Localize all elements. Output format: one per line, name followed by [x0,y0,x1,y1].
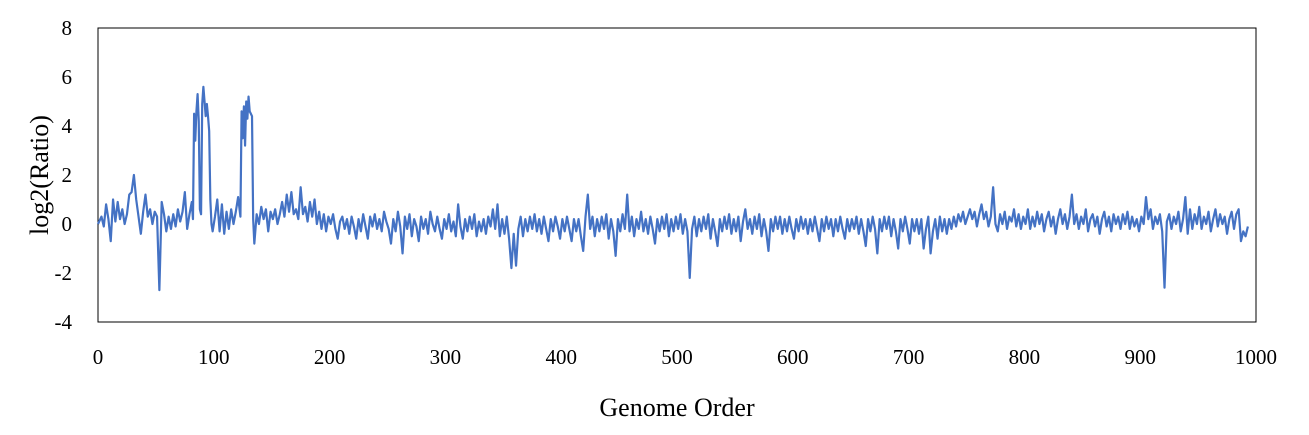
y-axis-label: log2(Ratio) [25,115,54,235]
x-tick-label: 600 [777,345,809,369]
x-tick-label: 200 [314,345,346,369]
x-tick-label: 1000 [1235,345,1277,369]
y-tick-label: 0 [62,212,73,236]
series-line [97,85,1249,292]
x-tick-label: 100 [198,345,230,369]
y-tick-labels: 8 6 4 2 0 -2 -4 [55,16,73,334]
y-tick-label: 2 [62,163,73,187]
y-tick-label: -2 [55,261,73,285]
x-tick-label: 300 [430,345,462,369]
plot-area-frame [97,27,1257,323]
y-tick-label: 8 [62,16,73,40]
x-tick-label: 400 [545,345,577,369]
x-tick-label: 800 [1009,345,1041,369]
y-tick-label: -4 [55,310,73,334]
x-tick-label: 0 [93,345,104,369]
y-tick-label: 6 [62,65,73,89]
y-tick-label: 4 [62,114,73,138]
x-axis-label: Genome Order [599,393,755,422]
x-tick-label: 500 [661,345,693,369]
x-tick-label: 700 [893,345,925,369]
x-tick-labels: 0 100 200 300 400 500 600 700 800 900 1000 [93,345,1277,369]
x-tick-label: 900 [1124,345,1156,369]
